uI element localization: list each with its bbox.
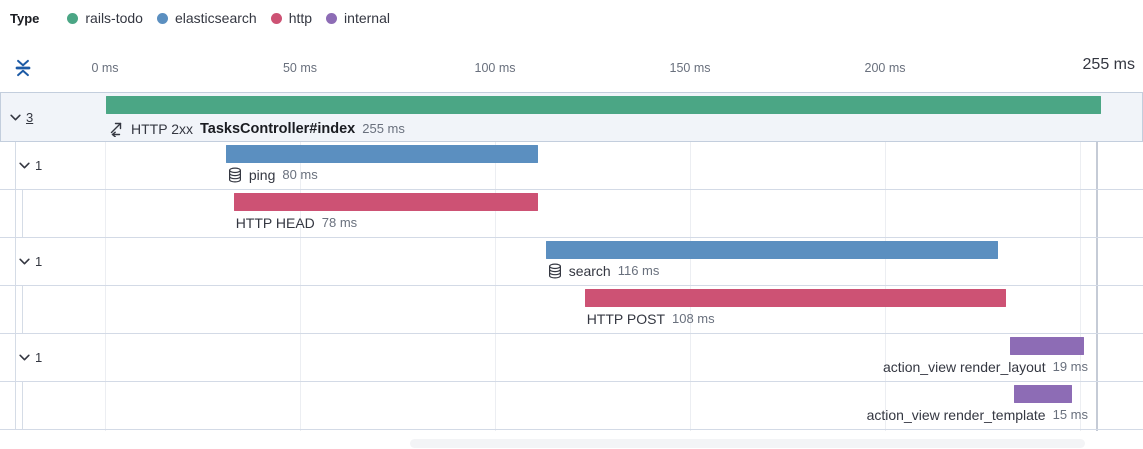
legend-item-rails-todo: rails-todo bbox=[67, 10, 143, 26]
legend-label: elasticsearch bbox=[174, 10, 257, 26]
span-label[interactable]: HTTP HEAD 78 ms bbox=[236, 214, 358, 231]
legend-item-elasticsearch: elasticsearch bbox=[156, 10, 257, 26]
axis-tick-label: 0 ms bbox=[91, 61, 119, 75]
chevron-down-icon bbox=[19, 258, 30, 265]
legend-dot bbox=[156, 12, 168, 24]
axis-tick-label: 200 ms bbox=[864, 61, 906, 75]
gridline bbox=[1080, 92, 1081, 431]
axis-tick-label: 50 ms bbox=[282, 61, 318, 75]
accordion-toggle[interactable]: 1 bbox=[18, 350, 42, 365]
axis-tick-label: 100 ms bbox=[474, 61, 516, 75]
waterfall-row-span[interactable]: HTTP POST 108 ms bbox=[0, 286, 1143, 334]
horizontal-scrollbar[interactable] bbox=[410, 439, 1085, 448]
span-bar[interactable] bbox=[545, 241, 999, 259]
span-name: HTTP POST bbox=[586, 310, 665, 327]
trace-duration-label: 255 ms bbox=[1082, 56, 1135, 73]
span-label[interactable]: action_view render_layout 19 ms bbox=[883, 358, 1088, 375]
indent-guide-level2 bbox=[22, 190, 23, 238]
waterfall-chart: 3 HTTP 2xx TasksController#index 25 bbox=[0, 92, 1143, 431]
indent-guide-level2 bbox=[22, 286, 23, 334]
waterfall-row-span[interactable]: HTTP HEAD 78 ms bbox=[0, 190, 1143, 238]
waterfall-row-span[interactable]: 1 ping 80 ms bbox=[0, 142, 1143, 190]
legend-label: rails-todo bbox=[85, 10, 143, 26]
waterfall-row-span[interactable]: 1 search 116 ms bbox=[0, 238, 1143, 286]
waterfall-row-transaction[interactable]: 3 HTTP 2xx TasksController#index 25 bbox=[0, 92, 1143, 142]
child-count: 3 bbox=[26, 110, 34, 125]
transaction-name: TasksController#index bbox=[199, 120, 356, 137]
legend-title: Type bbox=[10, 10, 40, 26]
transaction-label[interactable]: HTTP 2xx TasksController#index 255 ms bbox=[108, 120, 405, 137]
child-count: 1 bbox=[35, 350, 43, 365]
waterfall-row-span[interactable]: action_view render_template 15 ms bbox=[0, 382, 1143, 430]
span-duration: 108 ms bbox=[672, 311, 715, 326]
span-name: ping bbox=[248, 166, 276, 183]
axis-tick-label: 150 ms bbox=[669, 61, 711, 75]
span-name: HTTP HEAD bbox=[235, 214, 315, 231]
child-count: 1 bbox=[35, 158, 43, 173]
indent-guide-level2 bbox=[22, 382, 23, 430]
chevron-down-icon bbox=[19, 354, 30, 361]
span-duration: 19 ms bbox=[1052, 359, 1088, 374]
gridline bbox=[690, 92, 691, 431]
type-legend: Type rails-todo elasticsearch http internal bbox=[10, 10, 390, 26]
legend-dot bbox=[270, 12, 282, 24]
waterfall-rows: 3 HTTP 2xx TasksController#index 25 bbox=[0, 92, 1143, 431]
transaction-bar[interactable] bbox=[106, 96, 1101, 114]
span-name: action_view render_layout bbox=[882, 358, 1046, 375]
span-label[interactable]: search 116 ms bbox=[548, 262, 660, 279]
indent-guide-level1 bbox=[15, 142, 16, 430]
span-label[interactable]: action_view render_template 15 ms bbox=[867, 406, 1088, 423]
transaction-arrows-icon bbox=[108, 121, 124, 137]
child-count: 1 bbox=[35, 254, 43, 269]
collapse-timeline-button[interactable] bbox=[11, 57, 35, 81]
database-icon bbox=[548, 262, 562, 279]
span-duration: 15 ms bbox=[1052, 407, 1088, 422]
span-bar[interactable] bbox=[1009, 337, 1084, 355]
legend-label: internal bbox=[344, 10, 390, 26]
legend-dot bbox=[326, 12, 338, 24]
timeline-axis: 255 ms 0 ms 50 ms 100 ms 150 ms 200 ms bbox=[0, 48, 1143, 92]
span-name: search bbox=[568, 262, 611, 279]
span-duration: 78 ms bbox=[321, 215, 358, 230]
accordion-toggle[interactable]: 3 bbox=[9, 110, 33, 125]
span-bar[interactable] bbox=[1013, 385, 1073, 403]
legend-dot bbox=[67, 12, 79, 24]
collapse-timeline-icon bbox=[15, 59, 31, 77]
accordion-toggle[interactable]: 1 bbox=[18, 254, 42, 269]
transaction-duration: 255 ms bbox=[362, 121, 405, 136]
trace-end-marker bbox=[1095, 142, 1098, 431]
chevron-down-icon bbox=[10, 114, 21, 121]
waterfall-row-span[interactable]: 1 action_view render_layout 19 ms bbox=[0, 334, 1143, 382]
transaction-result: HTTP 2xx bbox=[131, 120, 193, 137]
span-name: action_view render_template bbox=[866, 406, 1046, 423]
gridline bbox=[300, 92, 301, 431]
gridline bbox=[885, 92, 886, 431]
span-duration: 80 ms bbox=[282, 167, 318, 182]
accordion-toggle[interactable]: 1 bbox=[18, 158, 42, 173]
span-label[interactable]: ping 80 ms bbox=[228, 166, 318, 183]
legend-label: http bbox=[288, 10, 313, 26]
legend-item-internal: internal bbox=[326, 10, 390, 26]
span-duration: 116 ms bbox=[617, 263, 660, 278]
gridline bbox=[105, 92, 106, 431]
database-icon bbox=[228, 166, 242, 183]
chevron-down-icon bbox=[19, 162, 30, 169]
legend-item-http: http bbox=[270, 10, 313, 26]
span-bar[interactable] bbox=[233, 193, 538, 211]
span-label[interactable]: HTTP POST 108 ms bbox=[587, 310, 715, 327]
gridline bbox=[495, 92, 496, 431]
span-bar[interactable] bbox=[584, 289, 1006, 307]
grid-layer bbox=[0, 92, 1143, 431]
span-bar[interactable] bbox=[225, 145, 538, 163]
